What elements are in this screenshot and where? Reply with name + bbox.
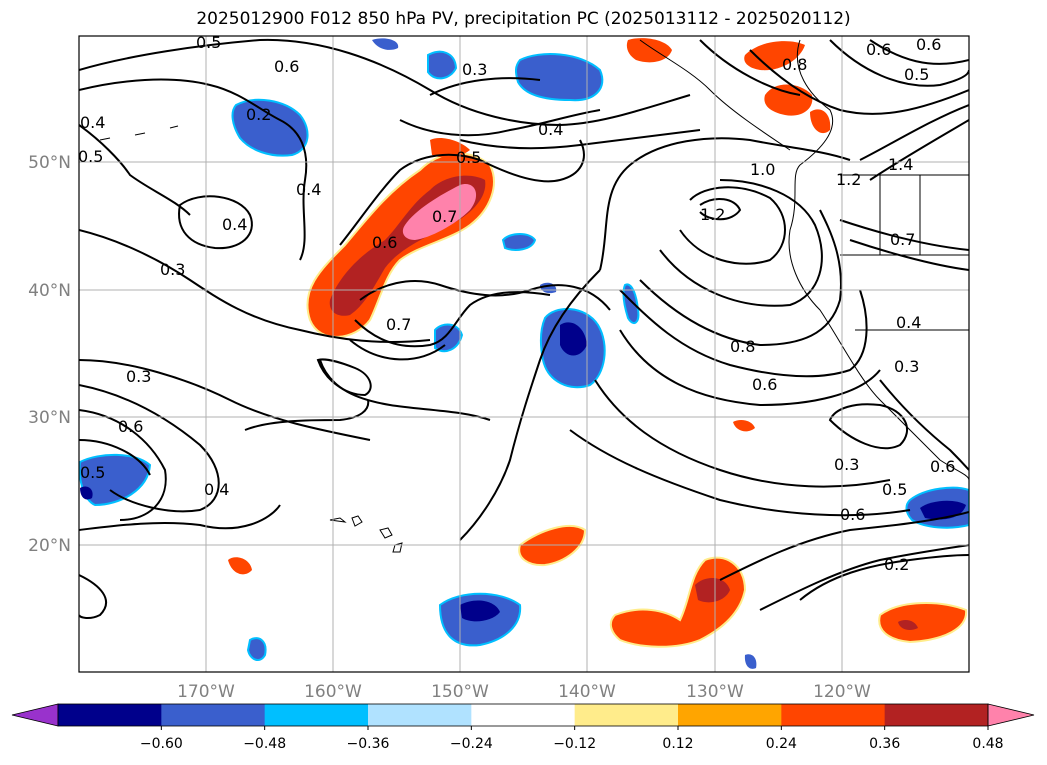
pv-contour-label: 0.4 xyxy=(80,113,105,132)
pv-contour-label: 0.6 xyxy=(866,40,891,59)
pv-contour-label: 1.0 xyxy=(750,160,775,179)
lat-label-30n: 30°N xyxy=(28,408,71,428)
colorbar: −0.60 −0.48 −0.36 −0.24 −0.12 0.12 0.24 0.36 0.4… xyxy=(11,703,1035,752)
map-frame xyxy=(78,35,970,673)
pv-contour-label: 0.5 xyxy=(904,65,929,84)
lat-label-20n: 20°N xyxy=(28,536,71,556)
pv-contour-label: 0.5 xyxy=(196,33,221,52)
pv-contour-label: 0.3 xyxy=(834,455,859,474)
colorbar-segment xyxy=(58,704,162,726)
map-title: 2025012900 F012 850 hPa PV, precipitatio… xyxy=(196,9,851,29)
colorbar-tick-label: 0.12 xyxy=(662,736,693,752)
pv-contour-label: 0.8 xyxy=(730,337,755,356)
lat-label-50n: 50°N xyxy=(28,153,71,173)
pv-contour-label: 0.4 xyxy=(896,313,921,332)
pv-contour-label: 0.3 xyxy=(894,357,919,376)
lon-label-150w: 150°W xyxy=(431,682,489,702)
pv-contour-label: 1.2 xyxy=(700,205,725,224)
pv-contour-label: 0.5 xyxy=(456,148,481,167)
pv-contour-label: 0.8 xyxy=(782,55,807,74)
colorbar-segment xyxy=(161,704,266,726)
colorbar-segment xyxy=(574,704,679,726)
pv-contour-label: 0.6 xyxy=(752,375,777,394)
pv-contour-label: 1.2 xyxy=(836,170,861,189)
pv-contour-label: 0.5 xyxy=(80,463,105,482)
colorbar-tick-label: 0.24 xyxy=(766,736,797,752)
colorbar-segment xyxy=(368,704,472,726)
pv-contour-label: 0.4 xyxy=(296,180,321,199)
pv-contour-label: 0.6 xyxy=(916,35,941,54)
pv-contours xyxy=(79,38,969,619)
coastlines xyxy=(99,39,969,553)
longitude-labels: 170°W 160°W 150°W 140°W 130°W 120°W xyxy=(177,682,871,702)
pv-contour-label: 0.6 xyxy=(372,233,397,252)
colorbar-segment xyxy=(678,704,782,726)
pv-contour-label: 0.7 xyxy=(386,315,411,334)
pv-contour-label: 0.6 xyxy=(274,57,299,76)
pv-contour-label: 0.7 xyxy=(890,230,915,249)
pv-contour-labels: 0.5 0.6 0.3 0.4 0.5 0.4 0.2 0.4 0.4 0.3 … xyxy=(78,33,955,574)
colorbar-segment xyxy=(471,704,576,726)
colorbar-extend-max xyxy=(987,703,1035,727)
pv-contour-label: 0.3 xyxy=(462,60,487,79)
colorbar-extend-min xyxy=(11,703,59,727)
colorbar-tick-label: −0.48 xyxy=(243,736,286,752)
colorbar-tick-label: −0.12 xyxy=(553,736,596,752)
pv-contour-label: 0.4 xyxy=(204,480,229,499)
latitude-labels: 50°N 40°N 30°N 20°N xyxy=(28,153,71,556)
colorbar-tick-label: 0.48 xyxy=(972,736,1003,752)
pv-contour-label: 0.4 xyxy=(222,215,247,234)
lon-label-170w: 170°W xyxy=(177,682,235,702)
pv-contour-label: 0.6 xyxy=(930,457,955,476)
colorbar-segment xyxy=(264,704,369,726)
lat-label-40n: 40°N xyxy=(28,281,71,301)
pv-contour-label: 1.4 xyxy=(888,155,913,174)
pv-contour-label: 0.7 xyxy=(432,207,457,226)
colorbar-frame xyxy=(57,703,989,727)
map-background xyxy=(79,36,969,672)
colorbar-tick-label: −0.60 xyxy=(140,736,183,752)
pv-contour-label: 0.2 xyxy=(246,105,271,124)
lon-label-130w: 130°W xyxy=(686,682,744,702)
pv-contour-label: 0.5 xyxy=(78,147,103,166)
colorbar-tick-label: 0.36 xyxy=(869,736,900,752)
lon-label-120w: 120°W xyxy=(813,682,871,702)
colorbar-segment xyxy=(781,704,886,726)
pv-contour-label: 0.3 xyxy=(160,260,185,279)
pv-contour-label: 0.4 xyxy=(538,120,563,139)
colorbar-tick-label: −0.36 xyxy=(347,736,390,752)
pv-contour-label: 0.6 xyxy=(118,417,143,436)
lon-label-140w: 140°W xyxy=(558,682,616,702)
gridlines xyxy=(79,36,969,672)
lon-label-160w: 160°W xyxy=(304,682,362,702)
pv-contour-label: 0.5 xyxy=(882,480,907,499)
pv-contour-label: 0.3 xyxy=(126,367,151,386)
colorbar-tick-label: −0.24 xyxy=(450,736,493,752)
pv-contour-label: 0.2 xyxy=(884,555,909,574)
pv-contour-label: 0.6 xyxy=(840,505,865,524)
colorbar-segment xyxy=(884,704,989,726)
